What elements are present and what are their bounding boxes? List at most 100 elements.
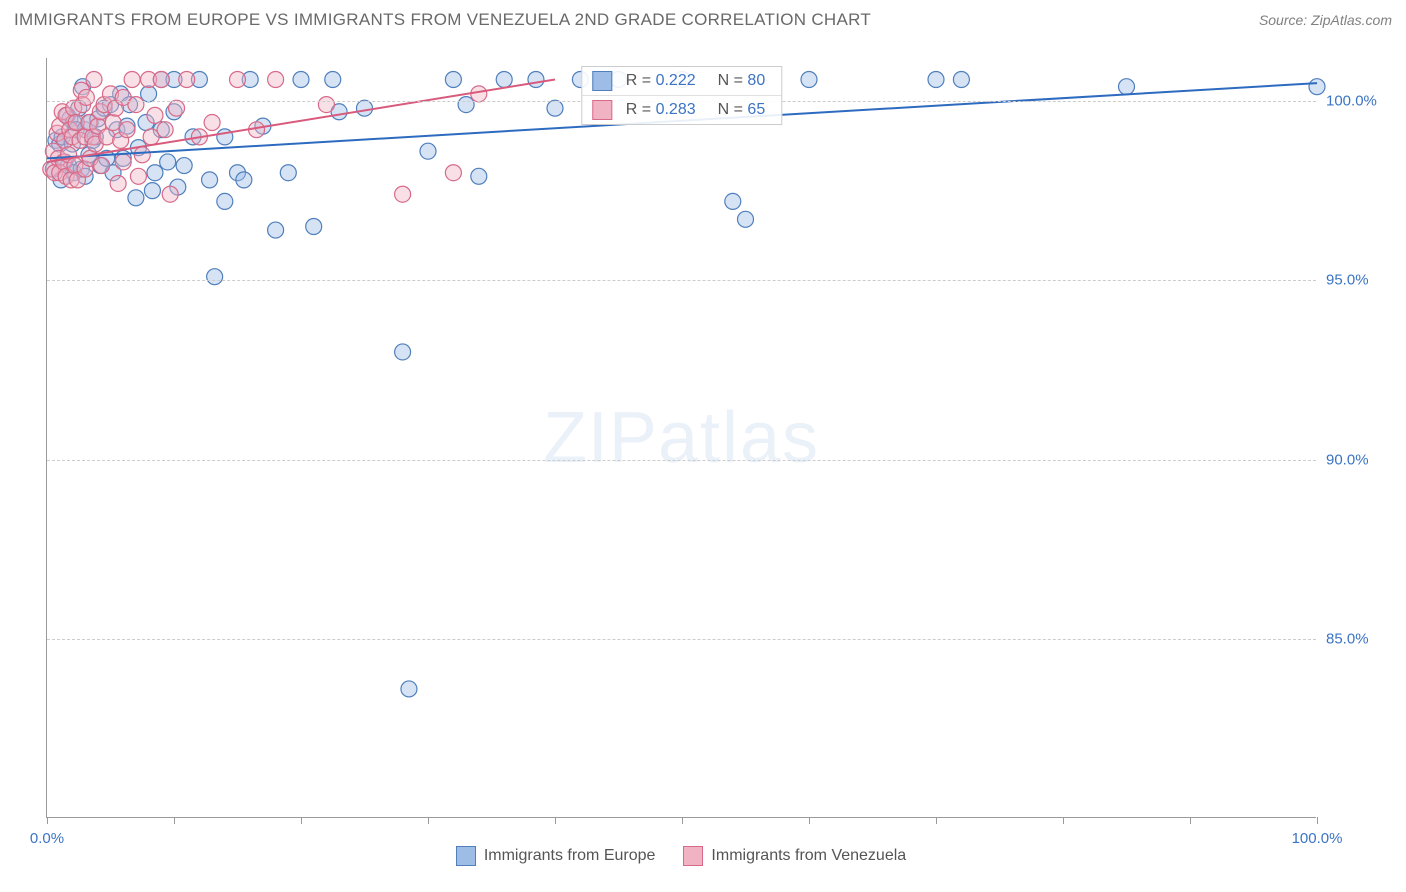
plot-svg [47,58,1316,817]
y-tick-label: 100.0% [1326,93,1390,110]
scatter-point [144,183,160,199]
legend-n-value: 80 [747,72,765,89]
x-tick [1190,817,1191,824]
scatter-point [153,72,169,88]
x-tick [174,817,175,824]
scatter-point [725,193,741,209]
legend-item: Immigrants from Venezuela [683,846,906,866]
correlation-legend: R = 0.222 N = 80 R = 0.283 N = 65 [581,66,782,125]
scatter-point [306,218,322,234]
scatter-point [162,186,178,202]
legend-swatch [683,846,703,866]
scatter-point [395,186,411,202]
scatter-point [738,211,754,227]
scatter-point [1119,79,1135,95]
scatter-point [458,97,474,113]
scatter-point [528,72,544,88]
scatter-point [124,72,140,88]
legend-swatch [592,71,612,91]
legend-n-label: N = 65 [718,101,766,119]
gridline [47,460,1316,461]
scatter-point [147,107,163,123]
x-tick [936,817,937,824]
scatter-point [496,72,512,88]
legend-item: Immigrants from Europe [456,846,656,866]
series-legend: Immigrants from Europe Immigrants from Ve… [46,846,1316,866]
scatter-point [395,344,411,360]
scatter-point [801,72,817,88]
x-tick [555,817,556,824]
gridline [47,280,1316,281]
scatter-point [130,168,146,184]
scatter-point [78,89,94,105]
scatter-point [217,193,233,209]
x-tick [1317,817,1318,824]
legend-swatch [592,100,612,120]
scatter-point [547,100,563,116]
scatter-point [420,143,436,159]
legend-n-label: N = 80 [718,72,766,90]
scatter-point [318,97,334,113]
x-tick [301,817,302,824]
scatter-point [293,72,309,88]
legend-r-value: 0.222 [656,72,696,89]
legend-label: Immigrants from Europe [484,847,656,865]
scatter-point [176,158,192,174]
scatter-point [169,100,185,116]
chart-container: 2nd Grade ZIPatlas R = 0.222N = 80R = 0.… [10,40,1396,842]
y-tick-label: 95.0% [1326,272,1390,289]
x-tick [809,817,810,824]
scatter-point [179,72,195,88]
y-tick-label: 90.0% [1326,451,1390,468]
plot-area: ZIPatlas R = 0.222N = 80R = 0.283N = 65 … [46,58,1316,818]
scatter-point [236,172,252,188]
scatter-point [357,100,373,116]
scatter-point [928,72,944,88]
scatter-point [207,269,223,285]
chart-source: Source: ZipAtlas.com [1259,12,1392,28]
scatter-point [147,165,163,181]
x-tick-label: 0.0% [30,830,64,847]
scatter-point [99,129,115,145]
scatter-point [160,154,176,170]
x-tick [1063,817,1064,824]
chart-header: IMMIGRANTS FROM EUROPE VS IMMIGRANTS FRO… [0,0,1406,36]
x-tick-label: 100.0% [1292,830,1343,847]
scatter-point [230,72,246,88]
scatter-point [134,147,150,163]
legend-row: R = 0.222 N = 80 [582,67,781,95]
scatter-point [86,72,102,88]
legend-r-label: R = 0.222 [626,72,696,90]
scatter-point [119,122,135,138]
legend-r-value: 0.283 [656,101,696,118]
scatter-point [202,172,218,188]
scatter-point [157,122,173,138]
scatter-point [445,165,461,181]
y-tick-label: 85.0% [1326,630,1390,647]
x-tick [682,817,683,824]
legend-label: Immigrants from Venezuela [711,847,906,865]
scatter-point [110,175,126,191]
scatter-point [445,72,461,88]
scatter-point [953,72,969,88]
scatter-point [94,158,110,174]
scatter-point [471,86,487,102]
scatter-point [128,190,144,206]
scatter-point [280,165,296,181]
y-axis-label: 2nd Grade [0,343,3,414]
scatter-point [141,86,157,102]
scatter-point [268,222,284,238]
scatter-point [471,168,487,184]
scatter-point [268,72,284,88]
scatter-point [115,154,131,170]
legend-swatch [456,846,476,866]
chart-title: IMMIGRANTS FROM EUROPE VS IMMIGRANTS FRO… [14,10,871,30]
legend-r-label: R = 0.283 [626,101,696,119]
scatter-point [1309,79,1325,95]
scatter-point [128,97,144,113]
x-tick [47,817,48,824]
legend-n-value: 65 [747,101,765,118]
scatter-point [204,115,220,131]
scatter-point [401,681,417,697]
legend-row: R = 0.283 N = 65 [582,95,781,124]
